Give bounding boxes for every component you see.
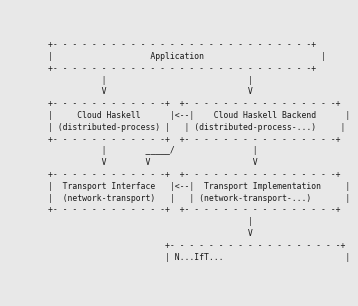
Text: +- - - - - - - - - - - - - - - - - - - - - - - - - - -+
|                    App: +- - - - - - - - - - - - - - - - - - - -… xyxy=(48,40,350,262)
